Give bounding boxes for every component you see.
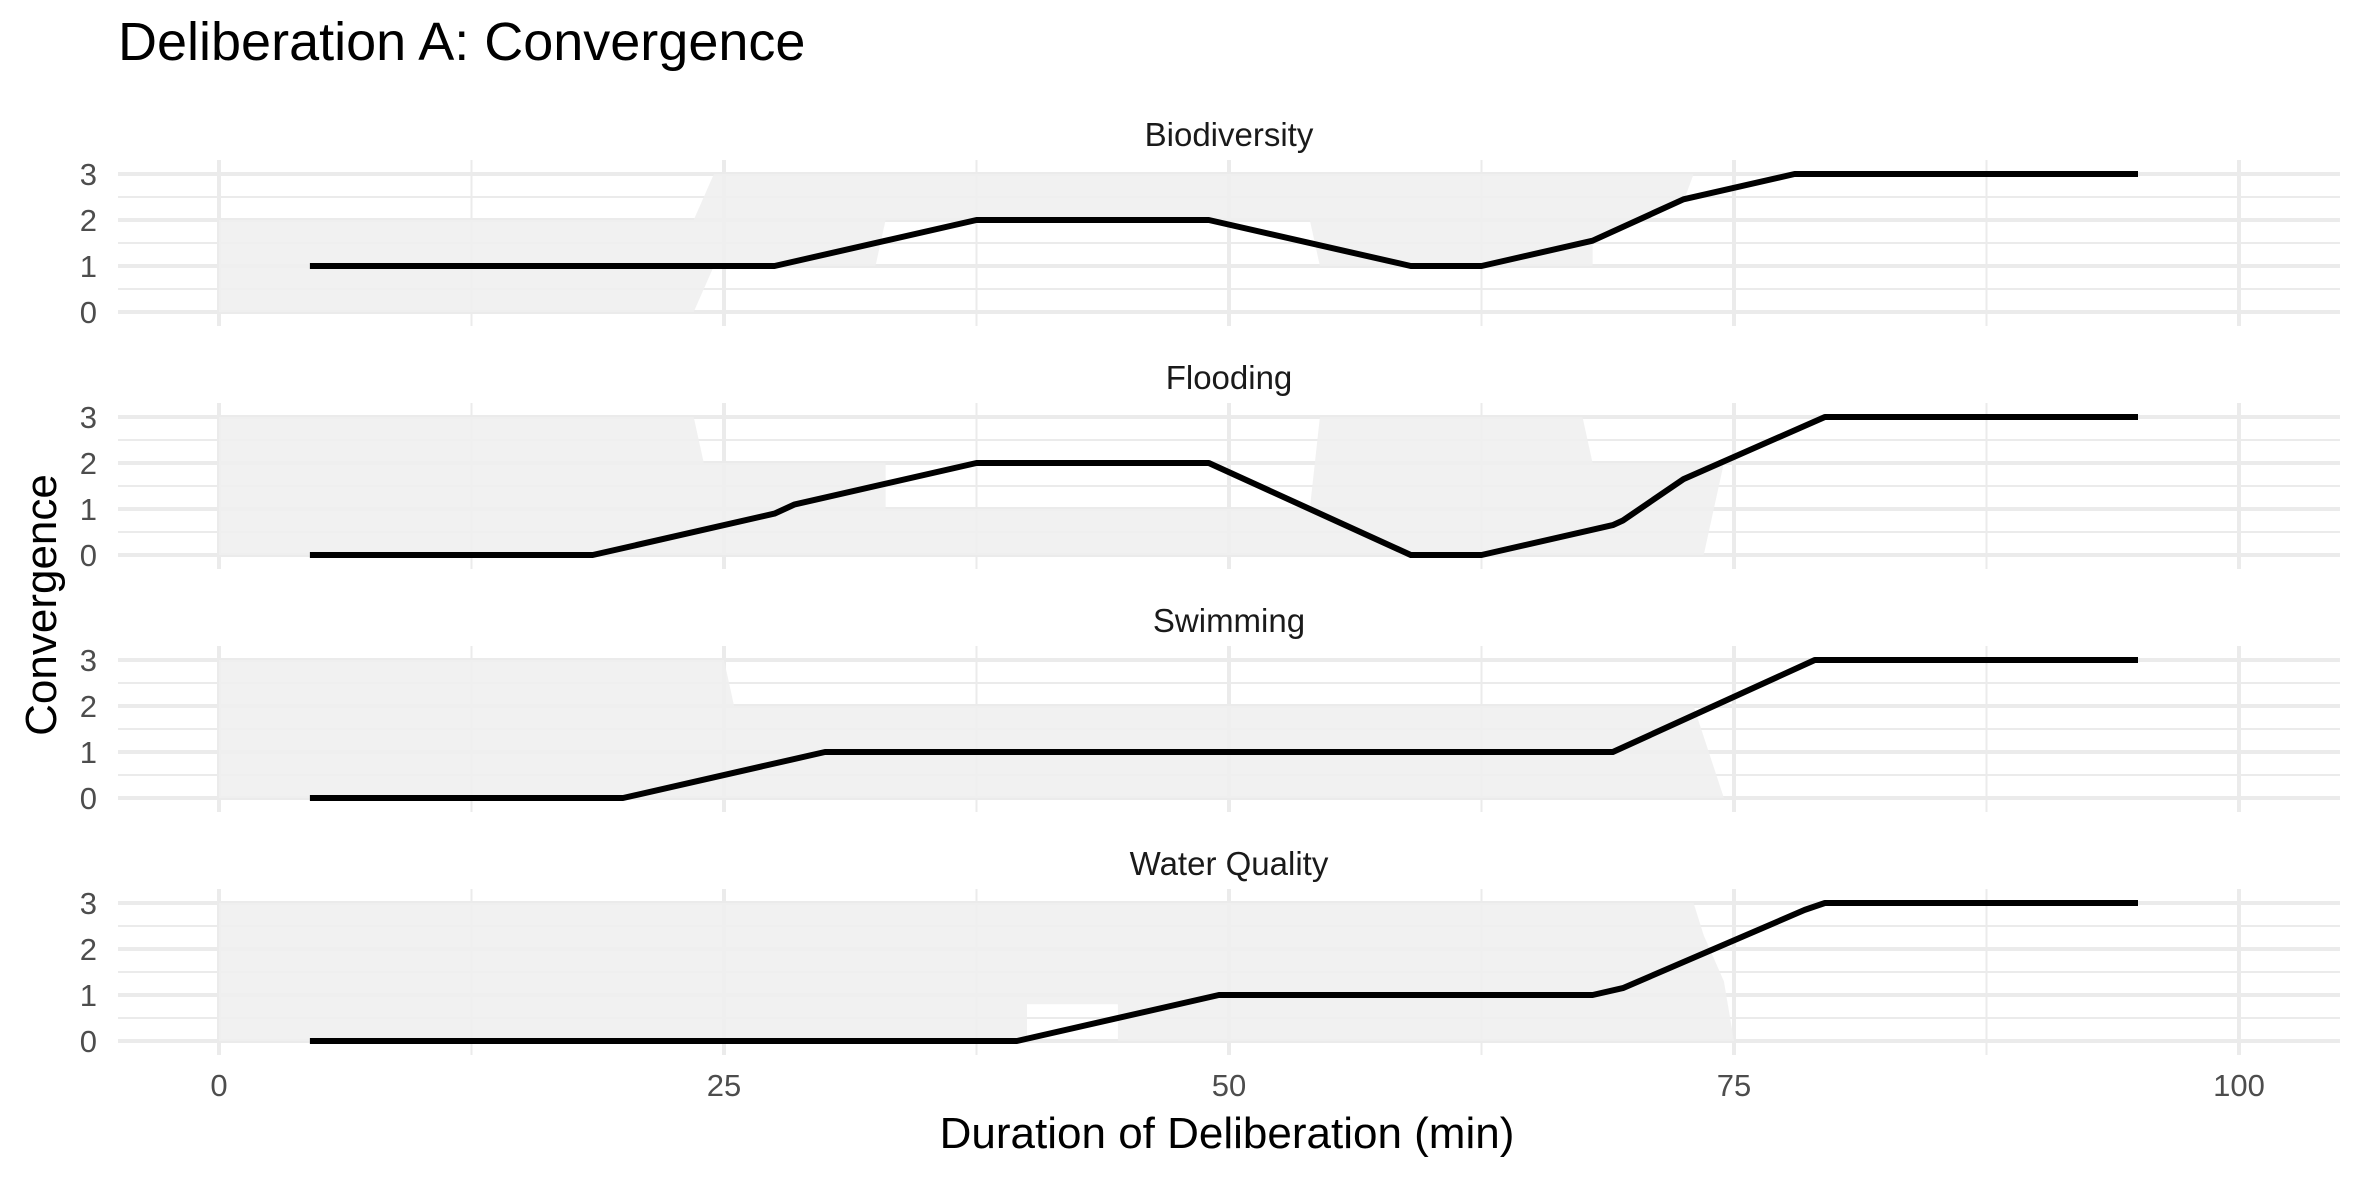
y-tick-label: 2 xyxy=(80,932,97,967)
y-tick-label: 1 xyxy=(80,735,97,770)
panel-flooding: Flooding 0 1 2 3 xyxy=(80,359,2340,573)
x-tick-label: 25 xyxy=(707,1068,741,1103)
y-tick-label: 3 xyxy=(80,886,97,921)
confidence-band xyxy=(219,174,1694,312)
panel-water-quality: Water Quality 0 1 2 3 xyxy=(80,845,2340,1059)
y-tick-label: 2 xyxy=(80,689,97,724)
y-tick-label: 1 xyxy=(80,978,97,1013)
y-tick-label: 2 xyxy=(80,203,97,238)
x-axis-ticks: 0 25 50 75 100 xyxy=(210,1068,2264,1103)
confidence-band xyxy=(219,660,1724,798)
panel-title: Biodiversity xyxy=(1145,116,1314,153)
series-line xyxy=(309,657,2138,801)
chart-title: Deliberation A: Convergence xyxy=(118,12,805,72)
x-tick-label: 75 xyxy=(1717,1068,1751,1103)
confidence-band xyxy=(219,417,1724,555)
y-tick-label: 2 xyxy=(80,446,97,481)
y-tick-label: 0 xyxy=(80,1024,97,1059)
y-tick-label: 1 xyxy=(80,492,97,527)
panels: Biodiversity 0 1 2 3 Flooding 0 1 2 3 Swimming 0 1 2 3… xyxy=(80,116,2340,1059)
x-tick-label: 50 xyxy=(1212,1068,1246,1103)
panel-title: Swimming xyxy=(1153,602,1305,639)
x-tick-label: 0 xyxy=(210,1068,227,1103)
confidence-band xyxy=(219,903,1734,1041)
x-tick-label: 100 xyxy=(2213,1068,2265,1103)
y-axis-title: Convergence xyxy=(17,474,66,736)
x-axis-title: Duration of Deliberation (min) xyxy=(940,1109,1515,1158)
panel-title: Flooding xyxy=(1166,359,1293,396)
y-tick-label: 0 xyxy=(80,295,97,330)
series-line xyxy=(309,900,2138,1044)
y-tick-label: 3 xyxy=(80,400,97,435)
y-tick-label: 0 xyxy=(80,538,97,573)
series-line xyxy=(309,171,2138,269)
y-tick-label: 1 xyxy=(80,249,97,284)
y-tick-label: 0 xyxy=(80,781,97,816)
y-tick-label: 3 xyxy=(80,643,97,678)
y-tick-label: 3 xyxy=(80,157,97,192)
panel-title: Water Quality xyxy=(1130,845,1329,882)
panel-biodiversity: Biodiversity 0 1 2 3 xyxy=(80,116,2340,330)
series-line xyxy=(309,414,2138,558)
panel-swimming: Swimming 0 1 2 3 xyxy=(80,602,2340,816)
